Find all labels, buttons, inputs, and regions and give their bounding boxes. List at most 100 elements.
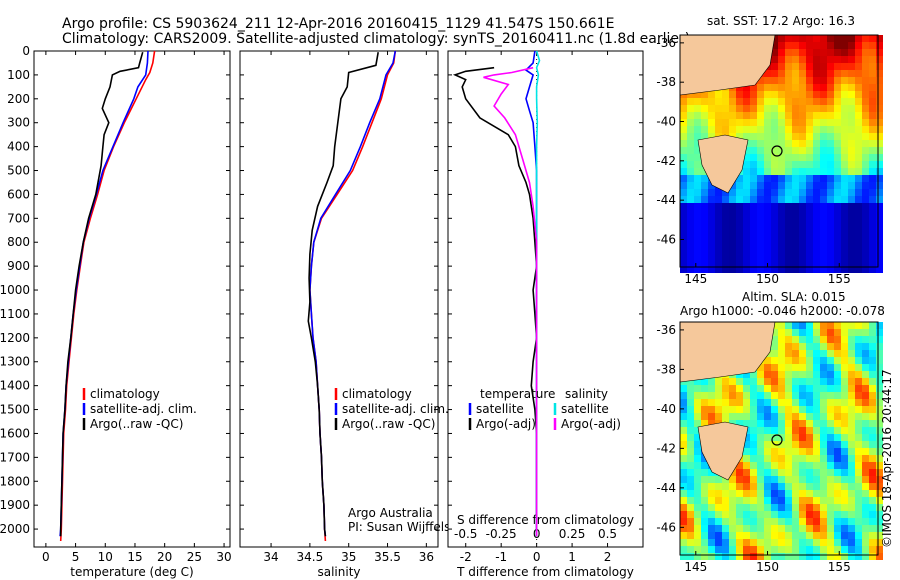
map-lon-label: 145 (684, 272, 707, 286)
x-tick-label: 35 (341, 550, 356, 564)
x-tick-label: 34 (263, 550, 278, 564)
map-lat-label: -36 (656, 323, 676, 337)
depth-tick-label: 200 (7, 92, 30, 106)
depth-tick-label: 600 (7, 187, 30, 201)
map-lon-label: 150 (756, 560, 779, 574)
series-line-2-3 (307, 52, 379, 537)
legend-label: satellite-adj. clim. (90, 402, 197, 416)
annotation-line: Argo Australia (348, 506, 433, 520)
x-tick-label: 1 (568, 550, 576, 564)
figure-title-line2: Climatology: CARS2009. Satellite-adjuste… (62, 31, 691, 47)
depth-tick-label: 700 (7, 211, 30, 225)
map-lat-label: -40 (656, 115, 676, 129)
legend-label: climatology (342, 387, 412, 401)
legend-label: satellite-adj. clim. (342, 402, 449, 416)
depth-tick-label: 1800 (0, 474, 30, 488)
map-lat-label: -36 (656, 36, 676, 50)
map-lon-label: 145 (684, 560, 707, 574)
legend-label: Argo(-adj) (476, 417, 536, 431)
x2-tick-label: -0.25 (486, 527, 517, 541)
depth-tick-label: 1900 (0, 498, 30, 512)
map-lat-label: -46 (656, 520, 676, 534)
x-tick-label: 35.5 (374, 550, 401, 564)
map-lat-label: -40 (656, 402, 676, 416)
figure-title-line1: Argo profile: CS 5903624_211 12-Apr-2016… (62, 16, 615, 32)
map-lat-label: -44 (656, 193, 676, 207)
legend-label: satellite (561, 402, 609, 416)
x-tick-label: 0 (533, 550, 541, 564)
legend-label: climatology (90, 387, 160, 401)
depth-tick-label: 1400 (0, 379, 30, 393)
x-tick-label: 5 (72, 550, 80, 564)
map-lat-label: -44 (656, 481, 676, 495)
x-tick-label: 20 (157, 550, 172, 564)
depth-tick-label: 900 (7, 259, 30, 273)
map-lon-label: 155 (828, 560, 851, 574)
sla-map (679, 321, 883, 560)
x-tick-label: -1 (495, 550, 507, 564)
legend-label: temperature (480, 387, 555, 401)
map-lat-label: -42 (656, 154, 676, 168)
map-frame (679, 321, 879, 556)
x2-tick-label: 0.5 (598, 527, 617, 541)
sla-map-title-line2: Argo h1000: -0.046 h2000: -0.078 (680, 304, 885, 318)
sla-map-title-line1: Altim. SLA: 0.015 (742, 290, 846, 304)
x-axis-label: T difference from climatology (456, 565, 634, 579)
panel-2-frame (239, 50, 439, 548)
x2-tick-label: -0.5 (454, 527, 477, 541)
x-tick-label: 10 (98, 550, 113, 564)
depth-tick-label: 1300 (0, 355, 30, 369)
depth-tick-label: 1700 (0, 450, 30, 464)
depth-tick-label: 300 (7, 116, 30, 130)
legend-label: Argo(..raw -QC) (342, 417, 435, 431)
x-tick-label: 30 (216, 550, 231, 564)
x-axis-label: salinity (317, 565, 360, 579)
annotation-line: PI: Susan Wijffels (348, 520, 450, 534)
depth-tick-label: 500 (7, 164, 30, 178)
map-lon-label: 155 (828, 272, 851, 286)
depth-tick-label: 1200 (0, 331, 30, 345)
legend-label: satellite (476, 402, 524, 416)
map-lat-label: -42 (656, 441, 676, 455)
depth-tick-label: 0 (22, 44, 30, 58)
x-tick-label: -2 (460, 550, 472, 564)
x-tick-label: 0 (42, 550, 50, 564)
map-lon-label: 150 (756, 272, 779, 286)
x-tick-label: 34.5 (297, 550, 324, 564)
panel-3-frame (447, 50, 644, 548)
depth-tick-label: 100 (7, 68, 30, 82)
tasmania (697, 134, 749, 194)
argo-float-marker (771, 145, 783, 157)
depth-tick-label: 400 (7, 140, 30, 154)
series-line-3-2 (452, 66, 538, 537)
x-axis-label: temperature (deg C) (70, 565, 193, 579)
x-tick-label: 2 (604, 550, 612, 564)
x2-axis-label: S difference from climatology (457, 513, 634, 527)
map-lat-label: -38 (656, 362, 676, 376)
sst-map-title: sat. SST: 17.2 Argo: 16.3 (707, 14, 856, 28)
depth-tick-label: 1500 (0, 403, 30, 417)
depth-tick-label: 1100 (0, 307, 30, 321)
legend-label: Argo(-adj) (561, 417, 621, 431)
legend-label: salinity (565, 387, 608, 401)
x2-tick-label: 0.25 (559, 527, 586, 541)
depth-tick-label: 2000 (0, 522, 30, 536)
map-frame (679, 34, 879, 268)
x-tick-label: 25 (187, 550, 202, 564)
depth-tick-label: 800 (7, 235, 30, 249)
legend-label: Argo(..raw -QC) (90, 417, 183, 431)
series-line-3-4 (483, 66, 538, 537)
tasmania (697, 421, 749, 481)
map-lat-label: -46 (656, 232, 676, 246)
x-tick-label: 15 (127, 550, 142, 564)
map-lat-label: -38 (656, 75, 676, 89)
panel-1-frame (33, 50, 231, 548)
depth-tick-label: 1000 (0, 283, 30, 297)
series-line-1-3 (59, 51, 144, 537)
imos-credit: ©IMOS 18-Apr-2016 20:44:17 (880, 369, 894, 548)
depth-tick-label: 1600 (0, 426, 30, 440)
x-tick-label: 36 (419, 550, 434, 564)
argo-float-marker (771, 434, 783, 446)
sst-map (679, 34, 883, 273)
